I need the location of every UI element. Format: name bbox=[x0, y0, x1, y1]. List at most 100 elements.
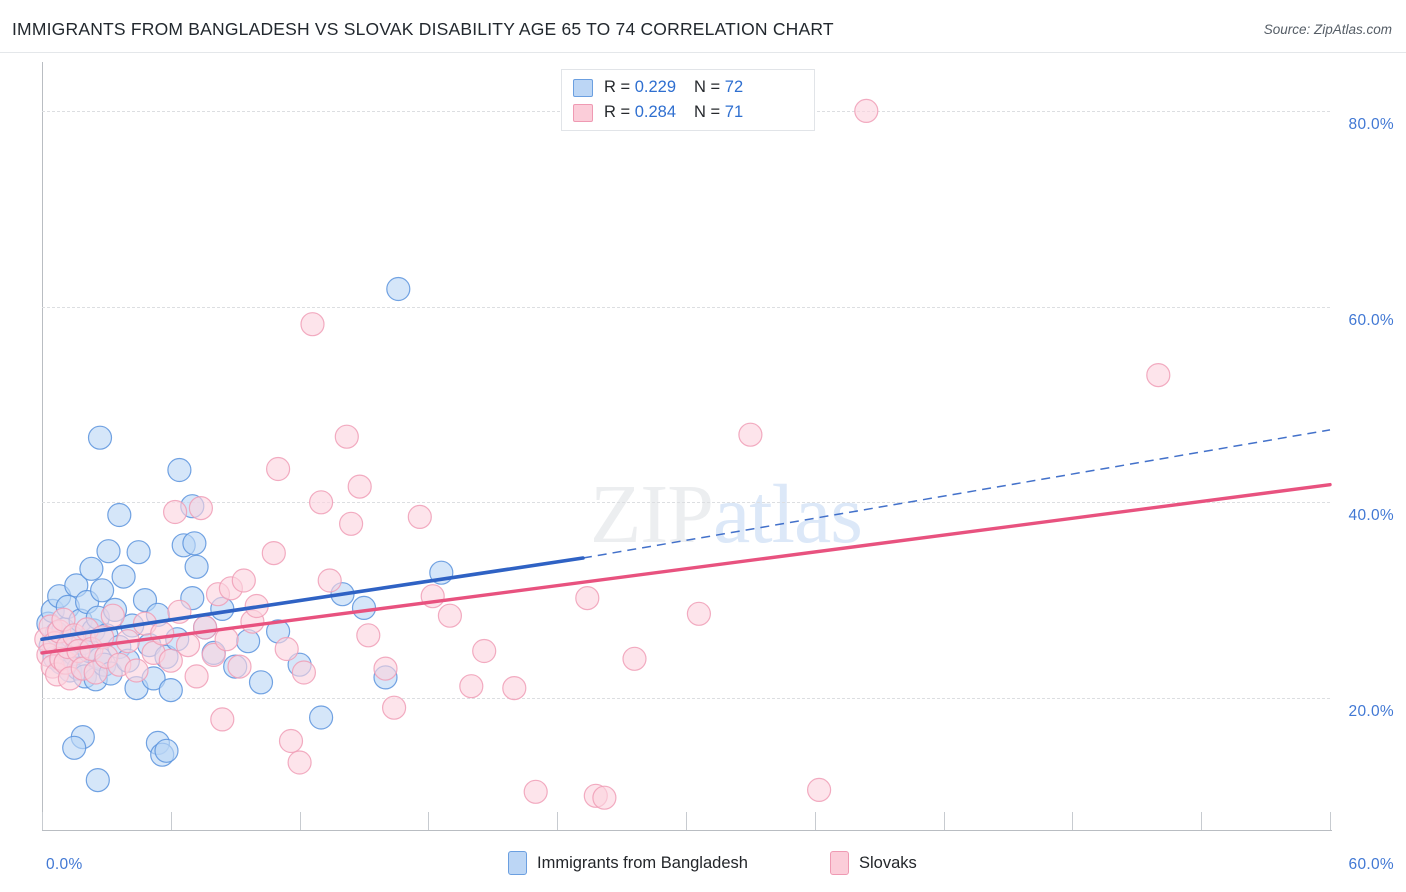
data-point bbox=[158, 677, 183, 703]
data-point bbox=[738, 422, 763, 447]
r-value-pink: 0.284 bbox=[634, 103, 677, 121]
data-point bbox=[382, 695, 407, 720]
scatter-series-slovaks bbox=[34, 98, 1171, 810]
data-point bbox=[686, 601, 712, 626]
data-point bbox=[334, 424, 359, 449]
trend-line-slovaks bbox=[40, 482, 1332, 655]
x-tick-mark bbox=[428, 812, 430, 830]
data-point bbox=[96, 539, 121, 564]
data-point bbox=[300, 312, 325, 337]
data-point bbox=[291, 660, 316, 685]
x-tick-mark bbox=[170, 812, 172, 830]
x-tick-mark bbox=[299, 812, 301, 830]
x-tick-mark bbox=[943, 812, 945, 830]
trend-line-bangladesh bbox=[40, 556, 585, 642]
r-label-pink: R = 0.284 bbox=[604, 103, 677, 121]
data-point bbox=[373, 656, 398, 681]
data-point bbox=[89, 578, 115, 603]
x-tick-mark bbox=[1330, 812, 1331, 830]
legend-color-slovaks-icon bbox=[830, 851, 849, 875]
x-axis-label-max: 60.0% bbox=[1348, 856, 1394, 873]
data-point bbox=[386, 276, 411, 302]
x-axis-label-min: 0.0% bbox=[46, 856, 83, 873]
data-point bbox=[236, 629, 261, 654]
data-point bbox=[158, 648, 183, 673]
gridline-y bbox=[42, 306, 1330, 308]
legend-color-bangladesh-icon bbox=[508, 851, 527, 875]
data-point bbox=[407, 504, 432, 530]
data-point bbox=[167, 457, 192, 483]
page-title: IMMIGRANTS FROM BANGLADESH VS SLOVAK DIS… bbox=[12, 19, 834, 39]
data-point bbox=[1146, 363, 1171, 388]
y-tick-label: 40.0% bbox=[1348, 507, 1394, 525]
y-tick-label: 60.0% bbox=[1348, 311, 1394, 329]
data-point bbox=[502, 675, 527, 701]
data-point bbox=[87, 425, 113, 450]
data-point bbox=[126, 540, 151, 565]
data-point bbox=[472, 638, 497, 664]
data-point bbox=[175, 632, 201, 658]
data-point bbox=[184, 664, 209, 689]
data-point bbox=[124, 658, 149, 683]
legend-item-slovaks[interactable]: Slovaks bbox=[830, 851, 917, 875]
trend-line-bangladesh-extension bbox=[582, 429, 1331, 559]
x-tick-mark bbox=[814, 812, 816, 830]
series-legend: Immigrants from Bangladesh Slovaks 0.0% … bbox=[0, 848, 1406, 882]
data-point bbox=[85, 767, 110, 793]
data-point bbox=[111, 564, 136, 589]
data-point bbox=[193, 615, 218, 640]
data-point bbox=[182, 531, 207, 556]
data-point bbox=[227, 654, 252, 679]
data-point bbox=[266, 456, 291, 482]
data-point bbox=[806, 777, 832, 803]
data-point bbox=[339, 511, 364, 536]
data-point bbox=[163, 499, 188, 525]
legend-item-bangladesh[interactable]: Immigrants from Bangladesh bbox=[508, 851, 748, 875]
data-point bbox=[231, 568, 256, 593]
correlation-row-blue: R = 0.229 N = 72 bbox=[573, 75, 743, 100]
x-tick-mark bbox=[557, 812, 559, 830]
data-point bbox=[309, 490, 334, 515]
data-point bbox=[274, 636, 299, 662]
data-point bbox=[79, 556, 104, 581]
data-point bbox=[278, 728, 304, 754]
y-tick-label: 80.0% bbox=[1348, 115, 1394, 133]
x-tick-mark bbox=[1201, 812, 1203, 830]
data-point bbox=[309, 705, 334, 730]
data-point bbox=[592, 785, 617, 810]
data-point bbox=[622, 646, 647, 671]
r-value-blue: 0.229 bbox=[634, 78, 677, 96]
x-tick-mark bbox=[42, 812, 43, 830]
data-point bbox=[154, 738, 179, 763]
data-point bbox=[287, 750, 312, 775]
data-point bbox=[62, 735, 87, 760]
data-point bbox=[437, 603, 462, 628]
gridline-y bbox=[42, 697, 1330, 699]
header-divider bbox=[0, 52, 1406, 53]
legend-label-slovaks: Slovaks bbox=[859, 853, 917, 872]
x-tick-mark bbox=[1072, 812, 1074, 830]
x-axis-line bbox=[42, 830, 1332, 831]
legend-label-bangladesh: Immigrants from Bangladesh bbox=[537, 853, 748, 872]
data-point bbox=[351, 595, 377, 621]
data-point bbox=[210, 707, 235, 732]
data-point bbox=[261, 540, 286, 566]
data-point bbox=[356, 623, 381, 648]
data-point bbox=[100, 603, 125, 628]
data-point bbox=[201, 642, 226, 668]
data-point bbox=[107, 502, 132, 528]
correlation-legend: R = 0.229 N = 72 R = 0.284 N = 71 bbox=[561, 69, 815, 131]
x-tick-mark bbox=[686, 812, 687, 830]
r-label-blue: R = 0.229 bbox=[604, 78, 677, 96]
n-value-pink: 71 bbox=[724, 103, 744, 121]
data-point bbox=[184, 554, 209, 579]
chart-header: IMMIGRANTS FROM BANGLADESH VS SLOVAK DIS… bbox=[0, 0, 1406, 52]
data-point bbox=[459, 674, 484, 699]
data-point bbox=[188, 496, 213, 521]
n-label-pink: N = 71 bbox=[694, 103, 744, 121]
data-point bbox=[248, 670, 274, 695]
n-value-blue: 72 bbox=[724, 78, 744, 96]
correlation-row-pink: R = 0.284 N = 71 bbox=[573, 100, 743, 125]
n-label-blue: N = 72 bbox=[694, 78, 744, 96]
gridline-y bbox=[42, 502, 1330, 504]
